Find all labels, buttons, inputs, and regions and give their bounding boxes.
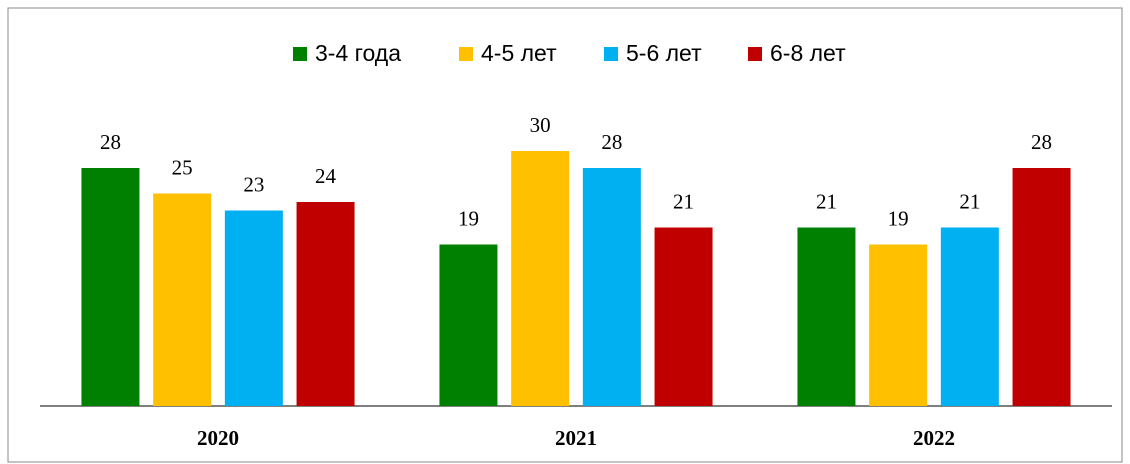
bar: [511, 151, 570, 406]
data-label: 19: [888, 206, 909, 230]
bar: [224, 210, 283, 406]
bar: [1012, 168, 1071, 406]
legend-swatch: [459, 47, 473, 61]
data-label: 23: [243, 172, 264, 196]
bar: [582, 168, 641, 406]
data-label: 24: [315, 164, 337, 188]
data-label: 21: [673, 189, 694, 213]
legend-swatch: [604, 47, 618, 61]
bar: [439, 244, 498, 406]
legend-swatch: [293, 47, 307, 61]
bar: [153, 193, 212, 406]
bar: [81, 168, 140, 406]
bar: [654, 227, 713, 406]
legend-label: 5-6 лет: [626, 40, 702, 66]
bar: [797, 227, 856, 406]
data-label: 21: [959, 189, 980, 213]
legend-label: 6-8 лет: [770, 40, 846, 66]
x-tick-label: 2022: [913, 426, 955, 450]
x-tick-label: 2020: [197, 426, 239, 450]
data-label: 25: [172, 155, 193, 179]
data-label: 28: [1031, 130, 1052, 154]
data-label: 19: [458, 206, 479, 230]
legend-swatch: [748, 47, 762, 61]
x-tick-label: 2021: [555, 426, 597, 450]
data-label: 28: [601, 130, 622, 154]
legend-label: 3-4 года: [315, 40, 401, 66]
data-label: 30: [530, 113, 551, 137]
data-label: 21: [816, 189, 837, 213]
data-label: 28: [100, 130, 121, 154]
legend-label: 4-5 лет: [481, 40, 557, 66]
bar: [940, 227, 999, 406]
bar: [869, 244, 928, 406]
bar: [296, 202, 355, 406]
